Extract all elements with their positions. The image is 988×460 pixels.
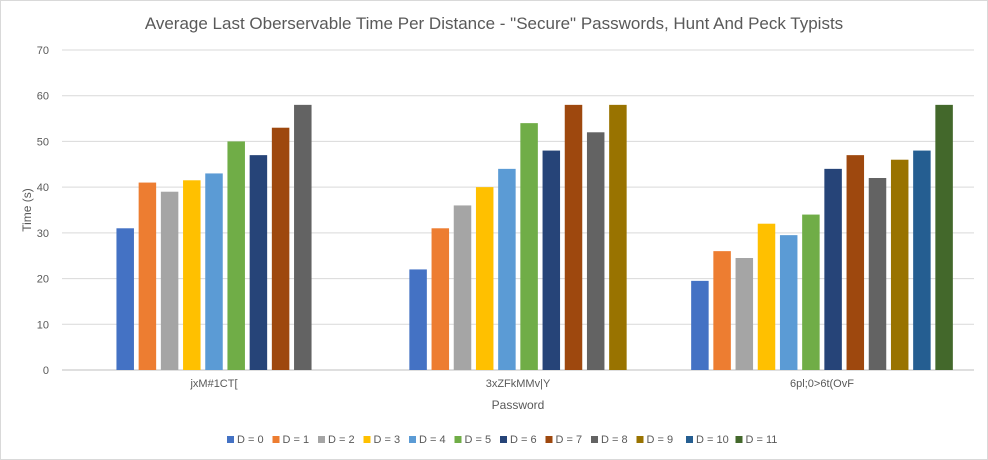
x-tick-label: 3xZFkMMv|Y bbox=[486, 378, 551, 390]
x-tick-label: 6pl;0>6t(OvF bbox=[790, 378, 854, 390]
legend-label: D = 5 bbox=[465, 434, 492, 446]
bar bbox=[520, 123, 538, 370]
bar bbox=[294, 104, 312, 371]
legend-swatch bbox=[636, 436, 644, 443]
bar bbox=[116, 228, 134, 370]
bar bbox=[183, 180, 201, 370]
y-axis-ticks: 0 10 20 30 40 50 60 70 bbox=[37, 45, 49, 377]
legend-label: D = 4 bbox=[419, 434, 446, 446]
chart-title: Average Last Oberservable Time Per Dista… bbox=[145, 14, 843, 33]
bar bbox=[824, 168, 842, 370]
legend-label: D = 8 bbox=[601, 434, 628, 446]
bar bbox=[779, 235, 798, 370]
legend-label: D = 10 bbox=[696, 434, 729, 446]
bar bbox=[735, 258, 754, 370]
bar bbox=[868, 178, 887, 370]
y-tick-label: 10 bbox=[37, 319, 49, 331]
bar bbox=[498, 168, 516, 370]
y-tick-label: 20 bbox=[37, 274, 49, 286]
bar bbox=[713, 251, 731, 370]
legend-label: D = 7 bbox=[556, 434, 583, 446]
legend-label: D = 6 bbox=[510, 434, 537, 446]
bar bbox=[802, 214, 820, 370]
bar bbox=[586, 132, 605, 370]
y-tick-label: 60 bbox=[37, 91, 49, 103]
bars bbox=[116, 104, 953, 371]
bar bbox=[453, 205, 472, 370]
legend-label: D = 3 bbox=[374, 434, 401, 446]
legend-label: D = 0 bbox=[237, 434, 264, 446]
bar bbox=[542, 150, 561, 370]
legend-swatch bbox=[591, 436, 598, 443]
bar bbox=[160, 191, 179, 370]
legend-label: D = 9 bbox=[647, 434, 674, 446]
bar bbox=[913, 150, 931, 370]
bar bbox=[205, 173, 223, 370]
x-tick-label: jxM#1CT[ bbox=[189, 378, 237, 390]
y-tick-label: 0 bbox=[43, 365, 49, 377]
legend-swatch bbox=[318, 436, 325, 443]
bar bbox=[227, 141, 245, 370]
legend-swatch bbox=[686, 436, 693, 443]
bar bbox=[409, 269, 427, 370]
legend-label: D = 1 bbox=[283, 434, 310, 446]
y-tick-label: 40 bbox=[37, 182, 49, 194]
bar bbox=[564, 104, 583, 371]
legend-swatch bbox=[363, 436, 371, 443]
legend-swatch bbox=[227, 436, 234, 443]
legend-swatch bbox=[409, 436, 416, 443]
x-axis-ticks: jxM#1CT[ 3xZFkMMv|Y 6pl;0>6t(OvF bbox=[189, 378, 854, 390]
y-tick-label: 50 bbox=[37, 136, 49, 148]
legend-label: D = 11 bbox=[746, 434, 778, 446]
bar bbox=[890, 159, 909, 370]
legend-swatch bbox=[454, 436, 462, 443]
bar bbox=[691, 280, 709, 370]
x-axis-label: Password bbox=[492, 398, 545, 412]
y-tick-label: 30 bbox=[37, 228, 49, 240]
legend: D = 0 D = 1 D = 2 D = 3 D = 4 D = 5 D = 6 D = 7… bbox=[227, 434, 777, 446]
bar bbox=[935, 104, 953, 371]
bar bbox=[431, 228, 450, 370]
bar bbox=[757, 223, 776, 370]
bar bbox=[846, 155, 865, 370]
legend-swatch bbox=[735, 436, 743, 443]
legend-swatch bbox=[272, 436, 280, 443]
bar bbox=[475, 187, 494, 370]
bar bbox=[249, 155, 268, 370]
y-axis-label: Time (s) bbox=[20, 188, 34, 232]
bar bbox=[271, 127, 290, 371]
legend-swatch bbox=[500, 436, 507, 443]
bar bbox=[138, 182, 157, 370]
legend-swatch bbox=[545, 436, 553, 443]
y-tick-label: 70 bbox=[37, 45, 49, 57]
bar bbox=[609, 104, 627, 371]
legend-label: D = 2 bbox=[328, 434, 355, 446]
